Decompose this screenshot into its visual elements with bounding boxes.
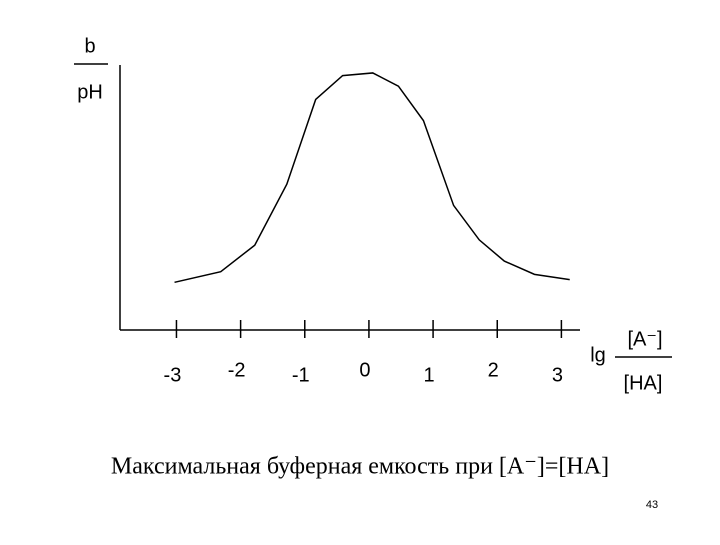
x-label-numerator: [A⁻] bbox=[627, 328, 662, 350]
x-tick-label: 2 bbox=[488, 359, 499, 381]
curve bbox=[174, 72, 570, 284]
x-label-denominator: [HA] bbox=[624, 372, 663, 394]
x-tick-label: 3 bbox=[552, 364, 563, 386]
page-number: 43 bbox=[646, 499, 658, 511]
x-tick-label: 0 bbox=[359, 359, 370, 381]
x-label-prefix: lg bbox=[590, 344, 606, 366]
x-tick-label: 1 bbox=[424, 364, 435, 386]
caption: Максимальная буферная емкость при [A⁻]=[… bbox=[111, 454, 609, 480]
x-tick-label: -2 bbox=[228, 359, 246, 381]
x-tick-label: -1 bbox=[292, 364, 310, 386]
y-label-denominator: pH bbox=[77, 81, 103, 103]
x-tick-label: -3 bbox=[164, 364, 182, 386]
y-label-numerator: b bbox=[84, 35, 95, 57]
